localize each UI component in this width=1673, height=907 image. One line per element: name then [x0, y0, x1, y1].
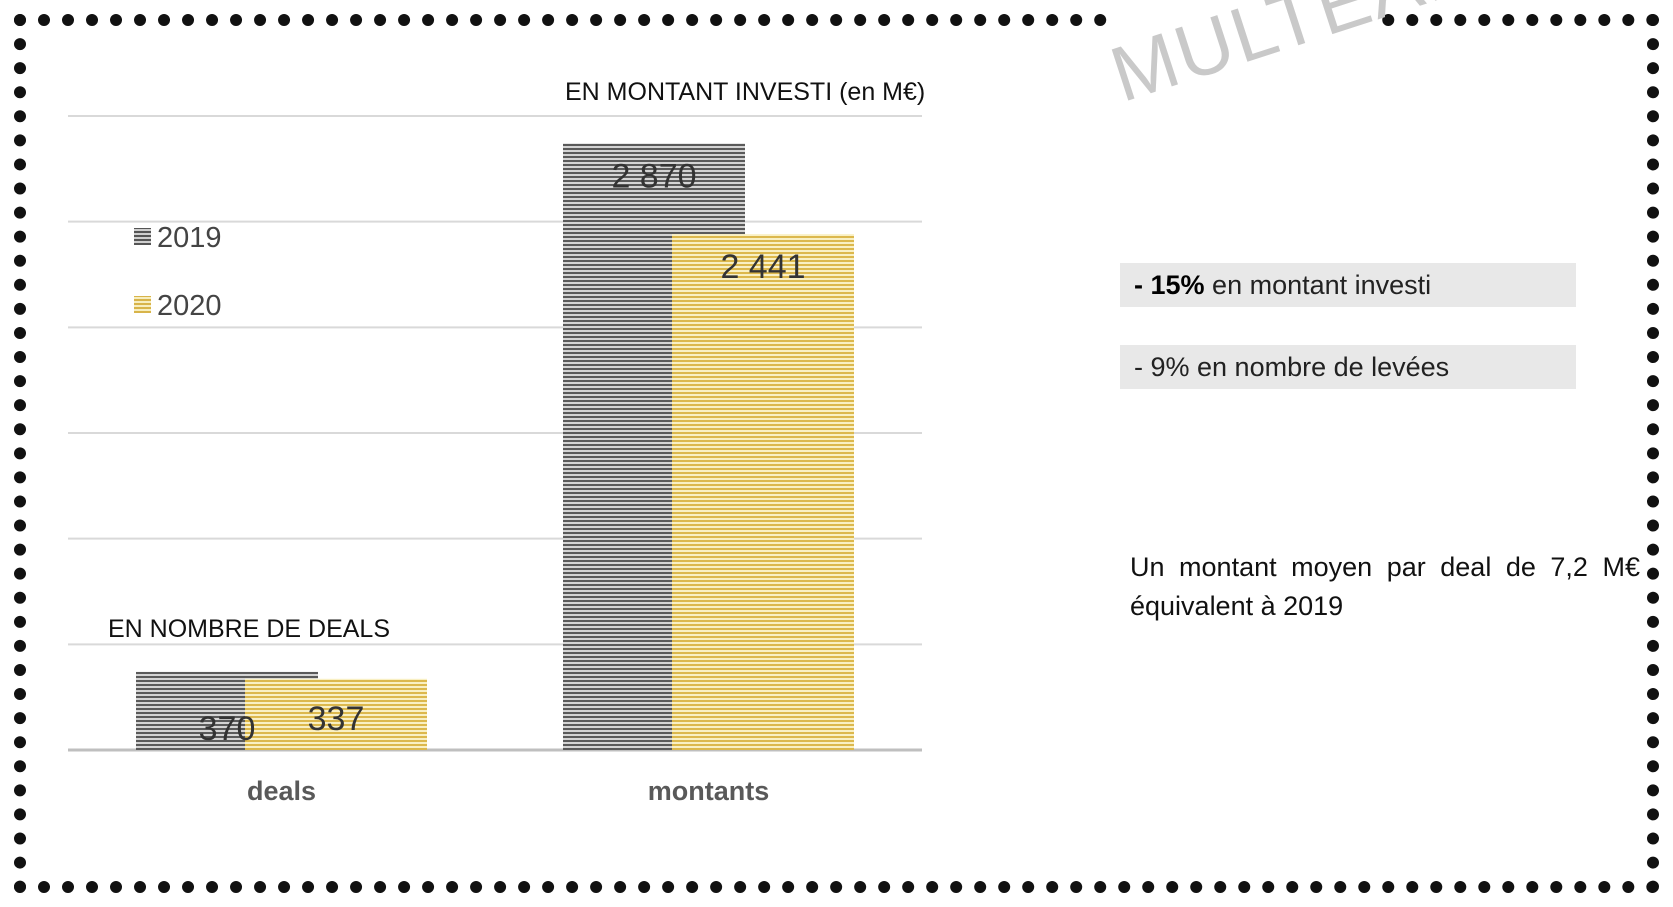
legend-label-2019: 2019 [157, 222, 222, 254]
average-deal-note: Un montant moyen par deal de 7,2 M€ équi… [1130, 552, 1640, 621]
x-tick-label-deals: deals [247, 776, 316, 806]
bar-montants-2020 [672, 234, 854, 751]
data-label-deals-2020: 337 [308, 700, 365, 738]
kpi-amount-percent: - 15% [1134, 270, 1205, 300]
kpi-amount-text: en montant investi [1204, 270, 1432, 300]
data-label-montants-2020: 2 441 [720, 248, 805, 286]
kpi-count-change: - 9% en nombre de levées [1120, 345, 1576, 389]
legend-swatch-2019 [134, 228, 151, 245]
bars [136, 143, 854, 751]
x-tick-label-montants: montants [648, 776, 770, 806]
data-label-montants-2019: 2 870 [611, 157, 696, 195]
kpi-count-text: - 9% en nombre de levées [1134, 352, 1450, 382]
frame-gap [1110, 0, 1370, 26]
data-labels: 370 337 deals 2 870 2 441 montants [199, 157, 806, 806]
bar-deals-2020 [245, 678, 427, 750]
chart-title-montant: EN MONTANT INVESTI (en M€) [565, 78, 926, 106]
legend-item-2019: 2019 [134, 222, 222, 255]
legend-label-2020: 2020 [157, 290, 222, 322]
chart-title-deals: EN NOMBRE DE DEALS [108, 615, 391, 643]
kpi-amount-change: - 15% en montant investi [1120, 263, 1576, 307]
legend-swatch-2020 [134, 296, 151, 313]
data-label-deals-2019: 370 [199, 710, 256, 748]
legend-item-2020: 2020 [134, 290, 222, 323]
